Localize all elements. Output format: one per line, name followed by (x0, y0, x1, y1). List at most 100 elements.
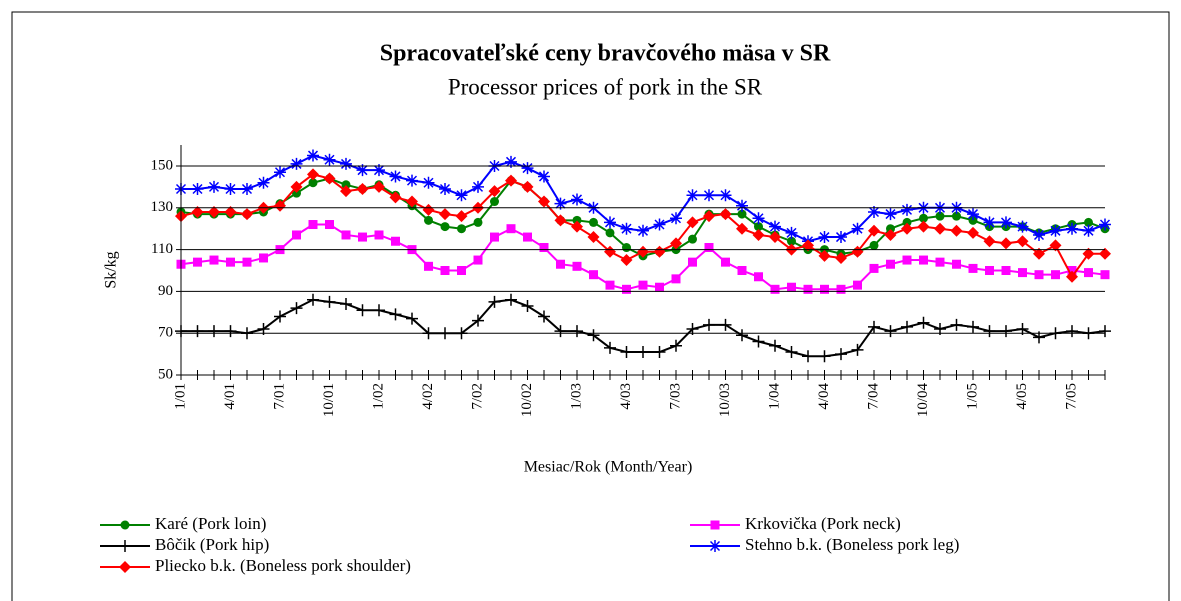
marker (457, 224, 466, 234)
x-tick-label: 7/03 (667, 383, 683, 410)
marker (787, 236, 796, 246)
marker (1099, 325, 1111, 338)
marker (373, 304, 385, 317)
marker (1001, 266, 1011, 275)
marker (637, 346, 649, 359)
marker (1000, 216, 1012, 229)
marker (1066, 222, 1078, 235)
marker (424, 215, 433, 225)
marker (818, 350, 831, 363)
marker (983, 216, 996, 229)
y-tick-label: 90 (158, 283, 173, 299)
marker (752, 335, 765, 348)
marker (292, 230, 301, 240)
marker (703, 189, 715, 202)
marker (836, 284, 846, 294)
marker (787, 282, 796, 292)
marker (653, 245, 666, 258)
x-tick-label: 1/03 (568, 383, 584, 410)
marker (307, 168, 319, 181)
marker (785, 346, 798, 359)
marker (440, 266, 450, 275)
marker (323, 295, 336, 308)
marker (257, 176, 270, 189)
y-tick-label: 150 (151, 157, 174, 173)
marker (323, 172, 336, 185)
marker (290, 180, 303, 193)
marker (818, 249, 831, 262)
marker (935, 257, 945, 267)
marker (851, 245, 864, 258)
marker (1082, 224, 1095, 237)
marker (752, 228, 765, 241)
marker (455, 210, 468, 223)
marker (886, 224, 895, 234)
marker (356, 182, 369, 195)
marker (769, 220, 781, 233)
marker (902, 217, 912, 227)
marker (1100, 270, 1110, 280)
marker (637, 245, 649, 258)
marker (572, 261, 582, 271)
legend-label: Krkovička (Pork neck) (745, 514, 901, 533)
marker (902, 255, 912, 265)
marker (589, 270, 598, 280)
marker (967, 208, 979, 221)
marker (521, 300, 534, 313)
marker (538, 170, 550, 183)
marker (119, 561, 131, 573)
marker (688, 234, 697, 244)
marker (406, 174, 418, 187)
marker (785, 226, 798, 239)
marker (868, 205, 880, 218)
y-tick-label: 110 (151, 241, 173, 257)
marker (1016, 220, 1029, 233)
marker (505, 293, 517, 306)
marker (472, 314, 484, 327)
marker (803, 284, 813, 294)
marker (389, 308, 402, 321)
marker (538, 310, 550, 323)
marker (835, 251, 847, 264)
marker (620, 254, 633, 267)
marker (653, 346, 666, 359)
marker (736, 199, 748, 212)
marker (868, 224, 880, 237)
marker (719, 189, 732, 202)
marker (473, 217, 483, 227)
marker (985, 266, 994, 275)
marker (1051, 270, 1060, 280)
marker (967, 320, 979, 333)
x-tick-label: 1/04 (766, 383, 782, 410)
marker (340, 185, 352, 198)
marker (521, 162, 534, 175)
marker (869, 240, 879, 250)
marker (802, 239, 814, 252)
x-tick-label: 10/04 (915, 383, 931, 418)
x-tick-label: 10/02 (519, 383, 535, 417)
marker (191, 205, 204, 218)
marker (325, 220, 334, 230)
marker (191, 325, 204, 338)
marker (1016, 235, 1029, 248)
marker (472, 180, 484, 193)
marker (622, 243, 631, 253)
x-tick-label: 10/01 (321, 383, 337, 417)
marker (620, 222, 633, 235)
marker (769, 231, 781, 244)
marker (340, 297, 352, 310)
marker (307, 293, 319, 306)
marker (688, 257, 697, 267)
marker (968, 215, 978, 225)
marker (473, 255, 483, 265)
marker (440, 222, 450, 232)
marker (356, 304, 369, 317)
marker (620, 346, 633, 359)
marker (1049, 239, 1062, 252)
marker (802, 350, 814, 363)
marker (572, 215, 582, 225)
marker (853, 280, 862, 290)
marker (1049, 224, 1062, 237)
marker (571, 220, 583, 233)
marker (1033, 228, 1045, 241)
